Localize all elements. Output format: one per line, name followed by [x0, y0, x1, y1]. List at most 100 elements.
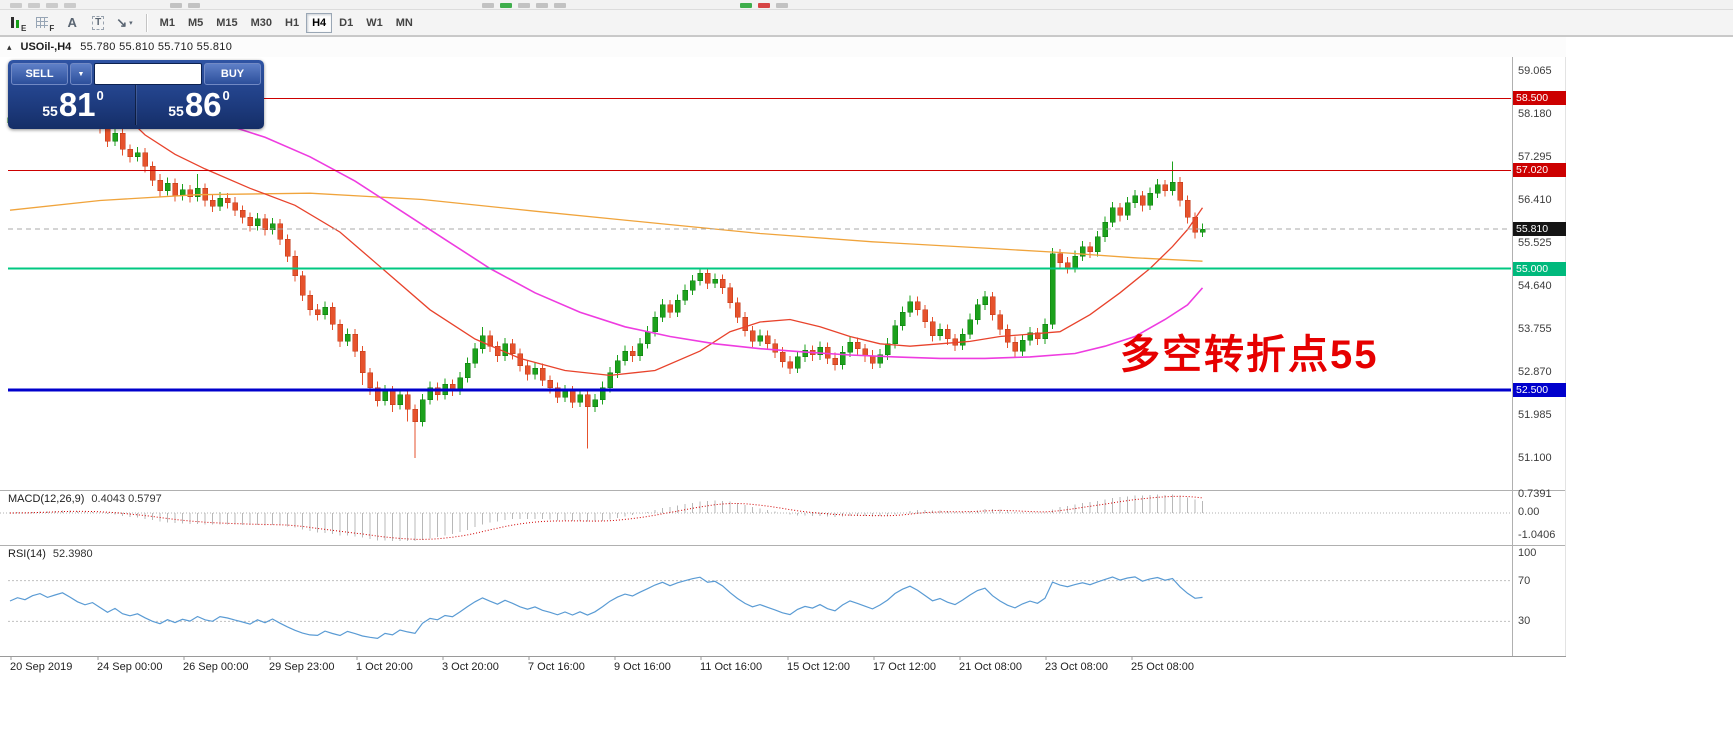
clipped-icon — [482, 3, 494, 8]
time-axis-label: 1 Oct 20:00 — [356, 661, 413, 673]
time-axis-label: 3 Oct 20:00 — [442, 661, 499, 673]
time-axis-label: 7 Oct 16:00 — [528, 661, 585, 673]
price-tag-58.500: 58.500 — [1513, 91, 1566, 106]
timeframe-button-m1[interactable]: M1 — [154, 13, 181, 33]
macd-axis-label: 0.7391 — [1518, 488, 1552, 500]
clipped-icon — [776, 3, 788, 8]
macd-values: 0.4043 0.5797 — [91, 493, 162, 505]
clipped-icon — [64, 3, 76, 8]
timeframe-button-h4[interactable]: H4 — [306, 12, 333, 33]
label-tool-icon[interactable]: T — [86, 12, 110, 34]
ma-medium-red — [114, 105, 1204, 377]
sell-price-pips: 81 — [58, 86, 96, 123]
collapse-arrow-icon[interactable]: ▴ — [7, 41, 12, 52]
clipped-icon — [740, 3, 752, 8]
rsi-axis-label: 30 — [1518, 615, 1531, 628]
timeframe-button-h1[interactable]: H1 — [279, 13, 305, 33]
price-axis-label: 57.295 — [1518, 151, 1552, 163]
buy-button[interactable]: BUY — [204, 63, 261, 85]
grid-icon[interactable]: F — [32, 12, 58, 34]
clipped-icon — [10, 3, 22, 8]
macd-axis-label: 0.00 — [1518, 506, 1540, 518]
timeframe-button-m30[interactable]: M30 — [245, 13, 278, 33]
clipped-icon — [46, 3, 58, 8]
chart-title-bar: ▴ USOil-,H4 55.780 55.810 55.710 55.810 — [0, 37, 1566, 57]
price-tag-52.500: 52.500 — [1513, 382, 1566, 397]
time-axis-label: 11 Oct 16:00 — [700, 661, 763, 673]
trade-controls-row: SELL ▼ ▲ BUY — [11, 63, 261, 85]
tool-subscript: E — [21, 23, 27, 33]
price-tag-55.810: 55.810 — [1513, 222, 1566, 237]
timeframe-group: M1 M5 M15 M30 H1 H4 D1 W1 MN — [154, 12, 420, 33]
rsi-line — [9, 576, 1203, 640]
sell-price-handle: 55 — [42, 103, 58, 119]
time-axis-label: 26 Sep 00:00 — [183, 661, 249, 673]
clipped-toolbar-row — [0, 0, 1733, 10]
volume-box: ▲ — [94, 63, 202, 85]
sell-button[interactable]: SELL — [11, 63, 68, 85]
macd-signal-line — [9, 495, 1203, 540]
clipped-icon — [536, 3, 548, 8]
buy-price[interactable]: 55 86 0 — [136, 85, 261, 125]
time-axis-label: 20 Sep 2019 — [10, 661, 73, 673]
clipped-icon — [500, 3, 512, 8]
trendline-glyph: ↘ — [116, 15, 128, 30]
clipped-icon — [188, 3, 200, 8]
text-tool-glyph: A — [67, 15, 77, 30]
rsi-axis-label: 100 — [1518, 547, 1537, 559]
clipped-icon — [758, 3, 770, 8]
panel-separators — [0, 36, 1733, 657]
volume-input[interactable] — [95, 64, 201, 84]
grid-glyph — [36, 17, 49, 28]
time-axis-label: 24 Sep 00:00 — [97, 661, 163, 673]
chevron-down-icon: ▾ — [129, 19, 133, 27]
text-tool-icon[interactable]: A — [60, 12, 84, 34]
time-axis-label: 29 Sep 23:00 — [269, 661, 335, 673]
main-toolbar: E F A T ↘ ▾ M1 M5 M15 M30 H1 H4 D1 W1 MN — [0, 10, 1733, 36]
moving-average-lines — [9, 102, 1204, 377]
macd-indicator-label: MACD(12,26,9) 0.4043 0.5797 — [8, 493, 162, 505]
buy-price-handle: 55 — [168, 103, 184, 119]
timeframe-button-m15[interactable]: M15 — [210, 13, 243, 33]
chart-annotation-text: 多空转折点55 — [1120, 333, 1379, 377]
timeframe-button-mn[interactable]: MN — [390, 13, 419, 33]
clipped-icon — [554, 3, 566, 8]
time-axis-label: 9 Oct 16:00 — [614, 661, 671, 673]
line-tools-icon[interactable]: ↘ ▾ — [112, 12, 136, 34]
price-axis-label: 52.870 — [1518, 366, 1552, 378]
price-axis-label: 58.180 — [1518, 108, 1552, 120]
price-axis-label: 56.410 — [1518, 194, 1552, 206]
time-axis-label: 17 Oct 12:00 — [873, 661, 936, 673]
macd-title: MACD(12,26,9) — [8, 493, 85, 505]
rsi-title: RSI(14) — [8, 548, 46, 560]
price-axis-label: 54.640 — [1518, 280, 1552, 292]
toolbar-separator — [145, 13, 147, 32]
rsi-axis-label: 70 — [1518, 574, 1531, 587]
timeframe-button-w1[interactable]: W1 — [360, 13, 389, 33]
buy-price-pips: 86 — [184, 86, 222, 123]
chart-template-icon[interactable]: E — [6, 12, 30, 34]
clipped-icon — [28, 3, 40, 8]
tool-subscript: F — [49, 23, 55, 33]
trade-prices-row: 55 81 0 55 86 0 — [11, 85, 261, 125]
buy-price-point: 0 — [222, 88, 230, 103]
price-axis-label: 53.755 — [1518, 323, 1552, 335]
price-axis-label: 55.525 — [1518, 237, 1552, 249]
rsi-indicator-label: RSI(14) 52.3980 — [8, 548, 93, 560]
candle-glyph — [11, 17, 14, 28]
label-tool-glyph: T — [92, 15, 105, 30]
sell-price[interactable]: 55 81 0 — [11, 85, 136, 125]
timeframe-button-m5[interactable]: M5 — [182, 13, 209, 33]
candle-glyph — [16, 20, 19, 28]
chart-symbol-period: USOil-,H4 — [20, 41, 72, 53]
time-axis-label: 23 Oct 08:00 — [1045, 661, 1108, 673]
price-tag-57.020: 57.020 — [1513, 163, 1566, 178]
clipped-icon — [170, 3, 182, 8]
one-click-trading-panel: SELL ▼ ▲ BUY 55 81 0 55 86 0 — [8, 60, 264, 129]
drawing-tools-group: E F A T ↘ ▾ — [6, 12, 139, 34]
timeframe-button-d1[interactable]: D1 — [333, 13, 359, 33]
order-type-dropdown[interactable]: ▼ — [70, 63, 92, 85]
time-axis-label: 25 Oct 08:00 — [1131, 661, 1194, 673]
